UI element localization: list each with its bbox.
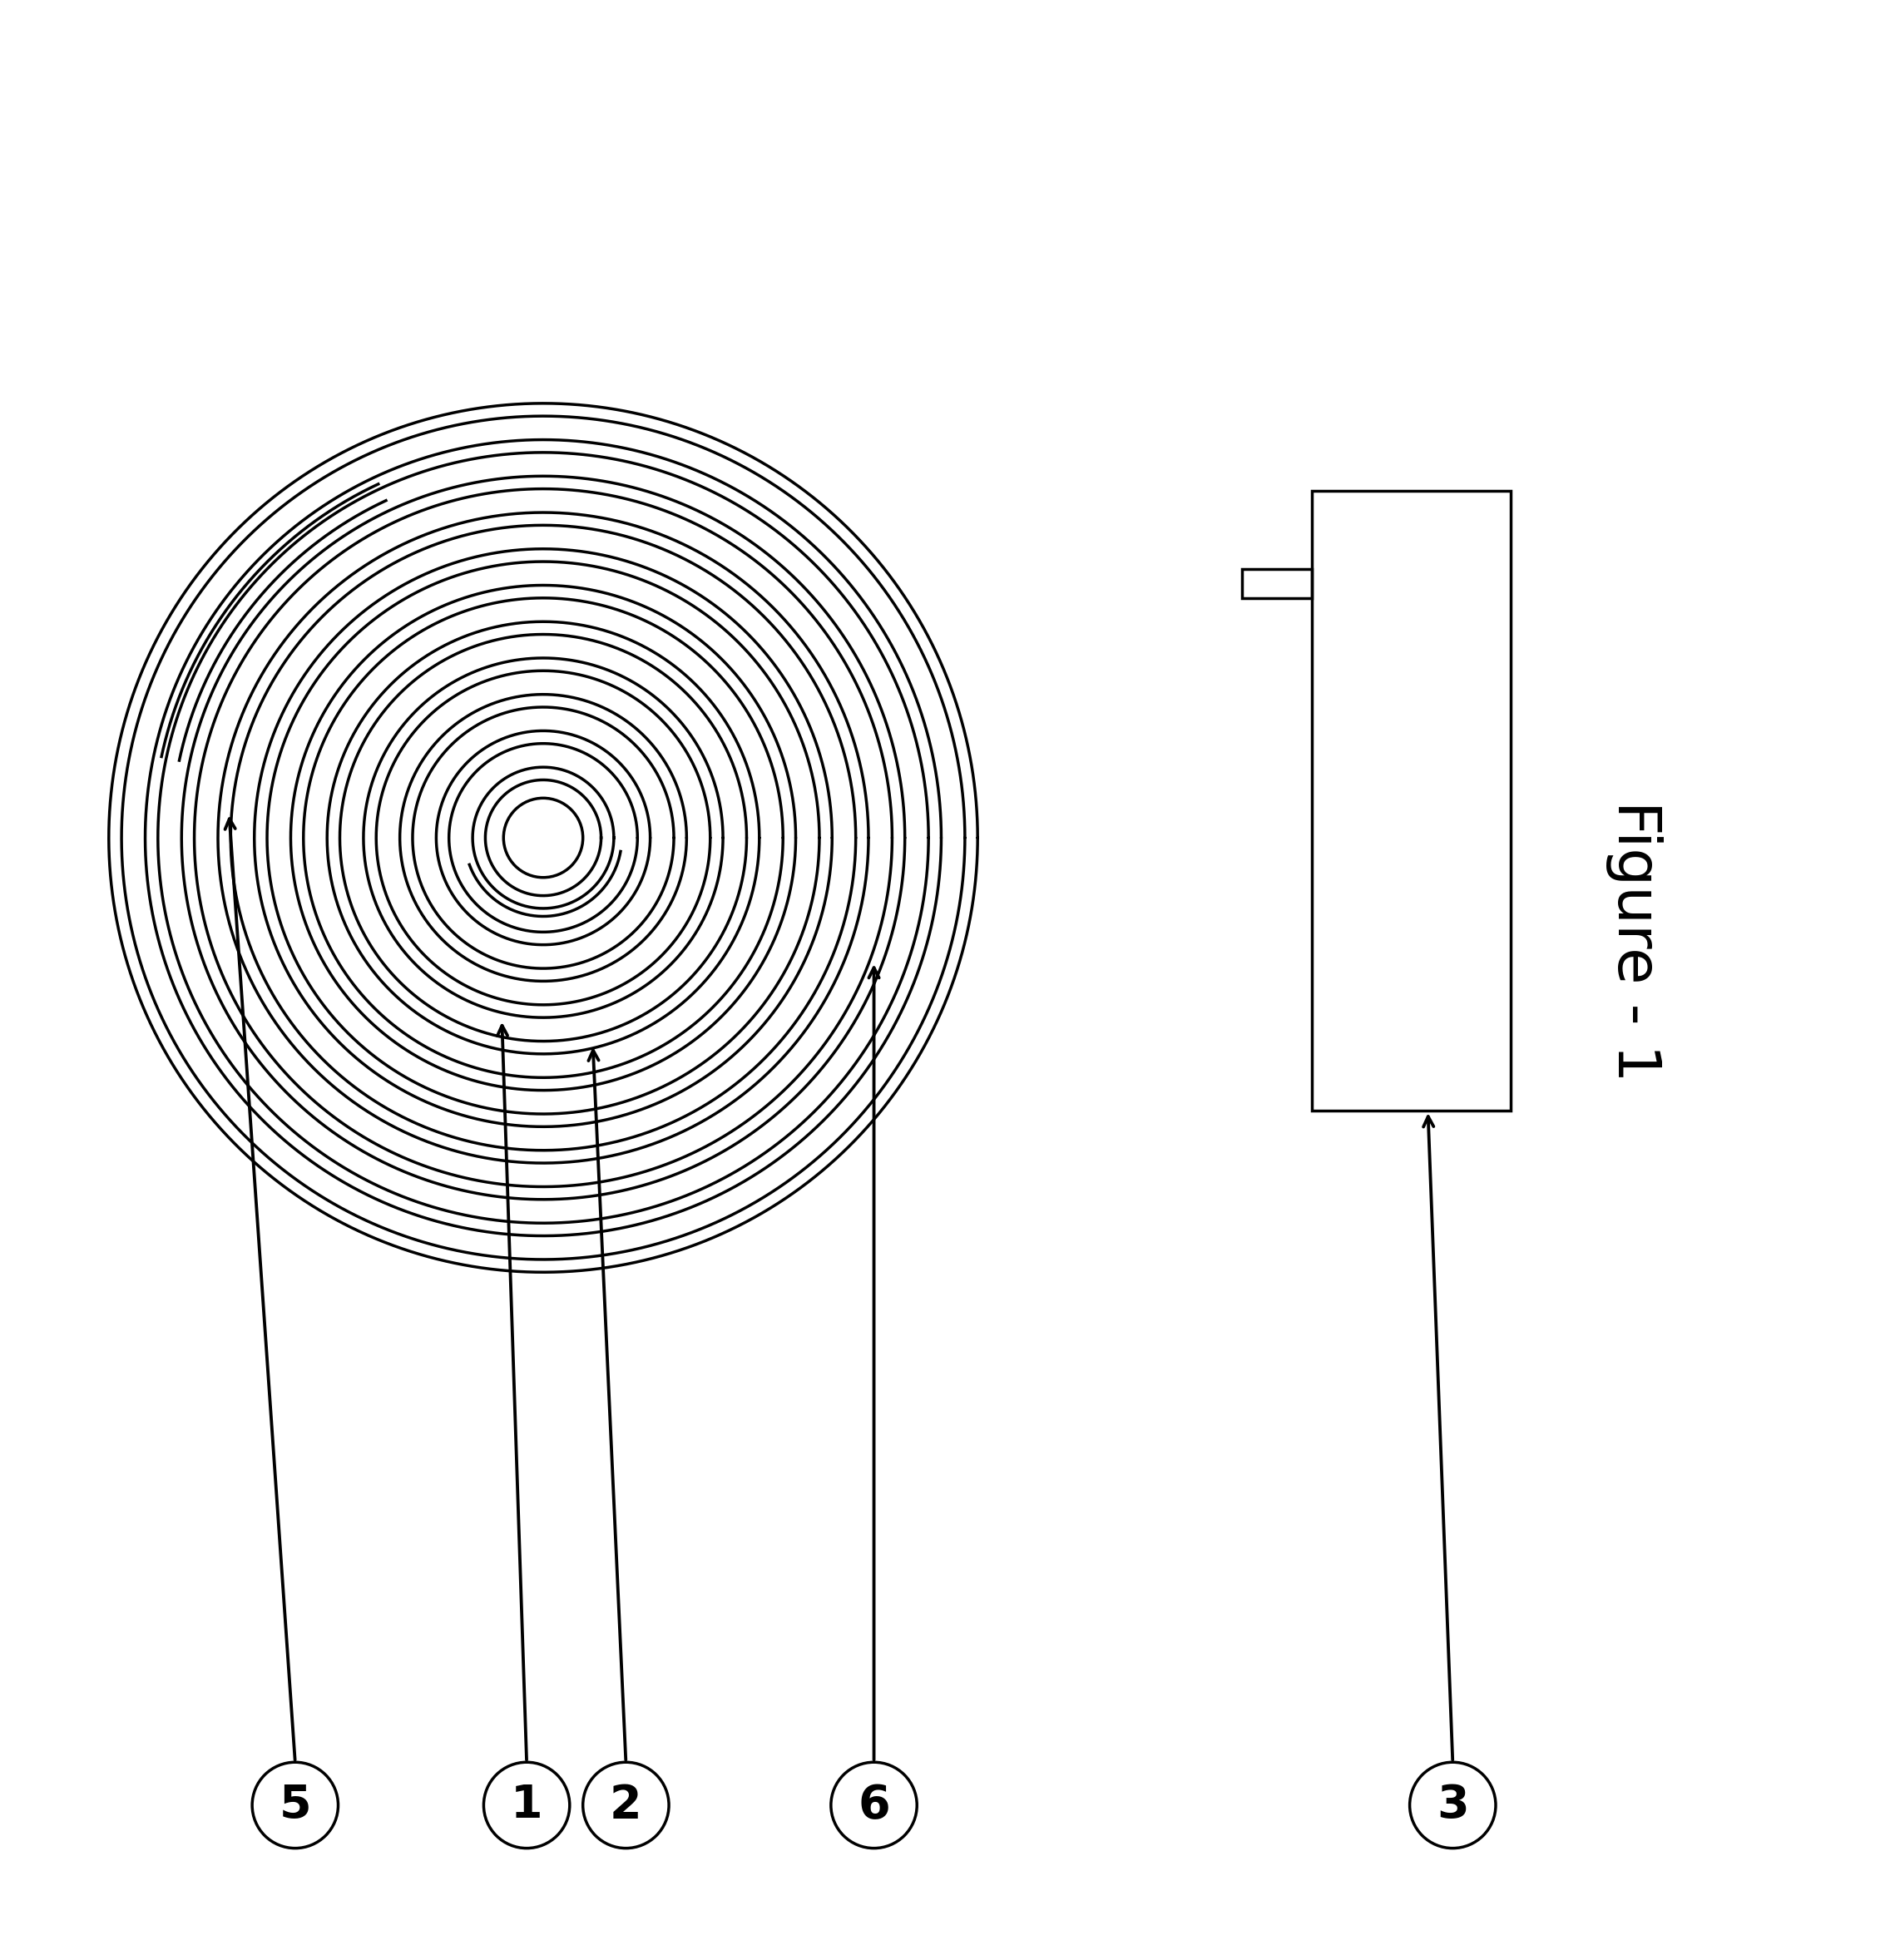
Text: 5: 5 [279, 1784, 312, 1827]
Circle shape [1410, 1762, 1495, 1848]
Text: 3: 3 [1436, 1784, 1469, 1827]
Circle shape [253, 1762, 338, 1848]
Circle shape [484, 1762, 570, 1848]
Text: Figure - 1: Figure - 1 [1606, 800, 1662, 1082]
Text: 1: 1 [511, 1784, 543, 1827]
Text: 6: 6 [857, 1784, 889, 1827]
Circle shape [830, 1762, 918, 1848]
Circle shape [583, 1762, 669, 1848]
Bar [1243, 568, 1313, 598]
Text: 2: 2 [610, 1784, 642, 1827]
Bar [1313, 490, 1511, 1111]
